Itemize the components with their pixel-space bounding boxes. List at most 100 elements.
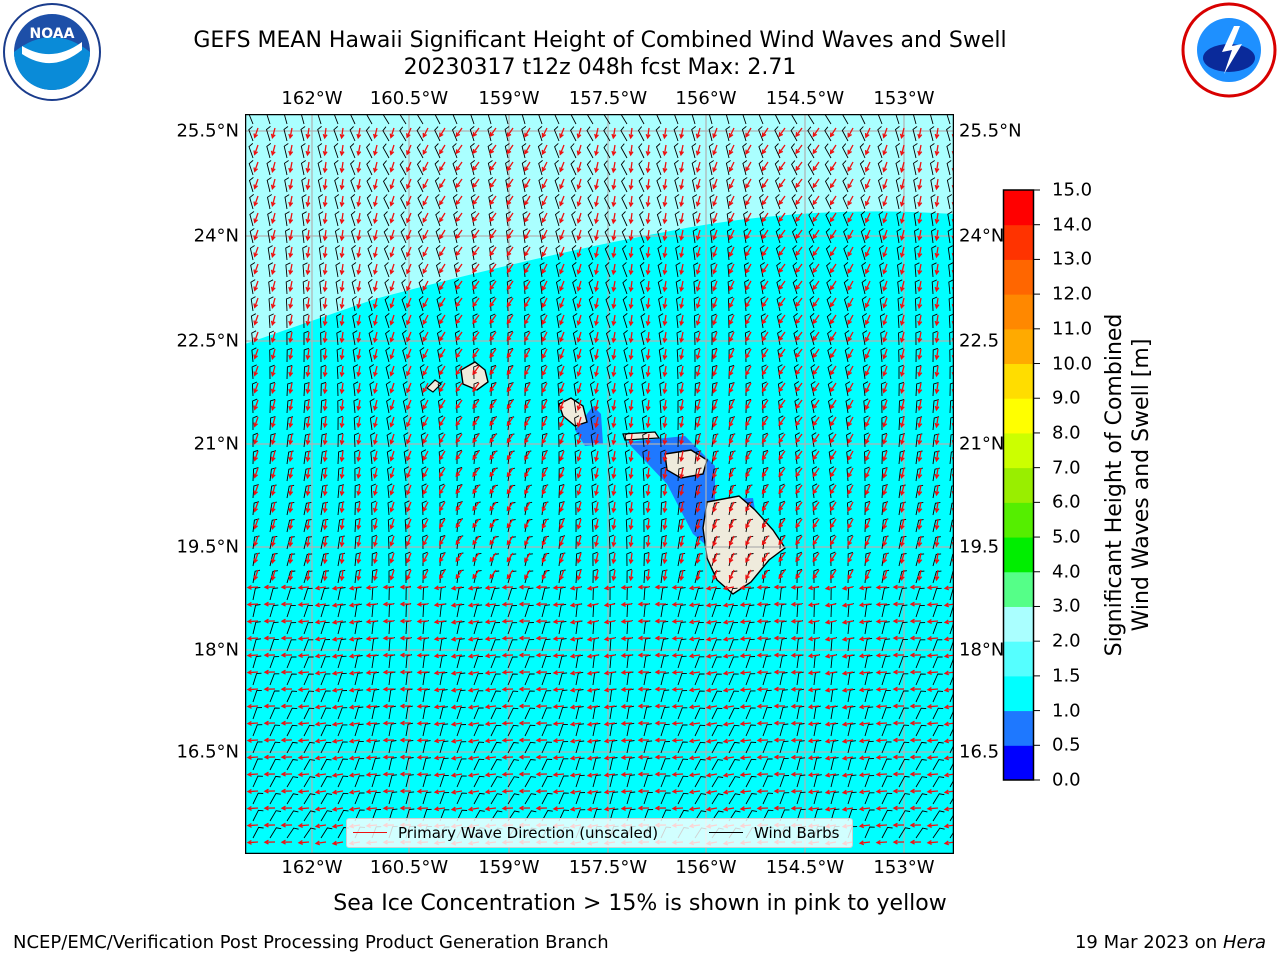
wind-barb: [881, 655, 891, 669]
wind-barb: [471, 262, 477, 278]
wind-barb: [660, 809, 671, 822]
wind-barb: [354, 500, 361, 516]
wave-direction-arrow: [455, 331, 463, 342]
wind-barb: [643, 551, 650, 567]
wave-direction-arrow: [270, 331, 276, 344]
wind-barb: [949, 656, 954, 669]
wave-direction-arrow: [739, 619, 752, 625]
wind-barb: [640, 296, 646, 312]
wave-direction-arrow: [535, 788, 548, 794]
wind-barb: [694, 381, 701, 397]
wind-barb: [401, 296, 407, 312]
wave-direction-arrow: [712, 399, 718, 411]
wind-barb: [776, 262, 781, 278]
wind-barb: [915, 827, 928, 839]
wave-direction-arrow: [858, 772, 871, 778]
wind-barb: [269, 656, 280, 669]
wind-barb: [266, 177, 272, 193]
wind-barb: [677, 381, 683, 397]
wind-barb: [639, 262, 645, 278]
wave-direction-arrow: [406, 144, 412, 156]
wind-barb: [949, 830, 954, 839]
wind-barb: [388, 534, 394, 550]
wind-barb: [541, 741, 552, 754]
wind-barb: [929, 126, 935, 142]
wave-direction-arrow: [356, 552, 362, 565]
lon-tick-bottom: 156°W: [675, 857, 737, 878]
wave-direction-arrow: [705, 806, 718, 812]
wind-barb: [674, 194, 680, 210]
wave-direction-arrow: [807, 704, 820, 710]
wind-barb: [796, 705, 805, 720]
wind-barb: [252, 809, 264, 822]
wind-barb: [604, 245, 611, 261]
wind-barb: [471, 228, 477, 244]
wind-barb: [949, 796, 954, 805]
wave-direction-arrow: [524, 161, 531, 172]
wind-barb: [420, 415, 426, 431]
wind-barb: [642, 449, 648, 465]
wind-barb: [303, 382, 310, 397]
wave-direction-arrow: [472, 518, 480, 529]
wave-direction-arrow: [552, 738, 565, 744]
wind-barb: [673, 143, 679, 159]
wind-barb: [624, 415, 630, 431]
wave-direction-arrow: [506, 365, 514, 376]
wind-barb: [932, 622, 943, 635]
wave-direction-arrow: [541, 450, 548, 462]
wave-direction-arrow: [761, 365, 769, 376]
wind-barb: [524, 656, 535, 669]
wave-direction-arrow: [620, 806, 633, 811]
wave-direction-arrow: [472, 552, 480, 563]
wind-barb: [251, 364, 257, 380]
wind-barb: [812, 500, 818, 516]
wave-direction-arrow: [489, 365, 497, 376]
wave-direction-arrow: [576, 501, 582, 513]
wind-barb: [881, 792, 893, 805]
wave-direction-arrow: [253, 331, 259, 343]
wave-direction-arrow: [722, 687, 735, 693]
wind-barb: [859, 143, 866, 159]
wind-barb: [269, 758, 281, 771]
wind-barb: [489, 296, 496, 312]
wave-direction-arrow: [541, 518, 548, 530]
wave-direction-arrow: [824, 789, 837, 795]
wave-direction-arrow: [270, 348, 276, 361]
wave-direction-arrow: [389, 280, 395, 292]
wave-direction-arrow: [812, 518, 820, 529]
wave-direction-arrow: [795, 280, 803, 291]
wave-direction-arrow: [406, 127, 412, 139]
wind-barb: [847, 808, 857, 822]
wind-barb: [605, 313, 611, 329]
wave-direction-arrow: [756, 669, 769, 675]
wave-direction-arrow: [611, 195, 617, 208]
wind-barb: [350, 160, 356, 176]
wind-barb: [915, 604, 925, 618]
wave-direction-arrow: [679, 263, 685, 276]
wind-barb: [354, 723, 364, 737]
wind-barb: [575, 551, 582, 567]
wind-barb: [677, 415, 684, 431]
wave-direction-arrow: [305, 297, 311, 310]
wave-direction-arrow: [339, 246, 345, 259]
wave-direction-arrow: [728, 569, 735, 581]
wave-direction-arrow: [864, 484, 871, 496]
wind-barb: [847, 791, 857, 805]
wind-barb: [743, 228, 749, 244]
wave-direction-arrow: [773, 618, 786, 624]
wind-barb: [745, 758, 757, 771]
wind-barb: [792, 262, 798, 278]
wind-barb: [300, 114, 305, 125]
wave-direction-arrow: [712, 331, 718, 343]
wave-direction-arrow: [847, 535, 854, 546]
island-niihau: [426, 379, 442, 393]
wave-direction-arrow: [671, 788, 684, 794]
wave-direction-arrow: [455, 348, 463, 359]
wave-direction-arrow: [773, 805, 786, 811]
wind-barb: [847, 705, 856, 720]
wind-barb: [745, 553, 754, 567]
wind-barb: [252, 467, 259, 482]
wind-barb: [541, 810, 553, 822]
wave-direction-arrow: [864, 416, 871, 428]
wind-barb: [657, 245, 663, 261]
